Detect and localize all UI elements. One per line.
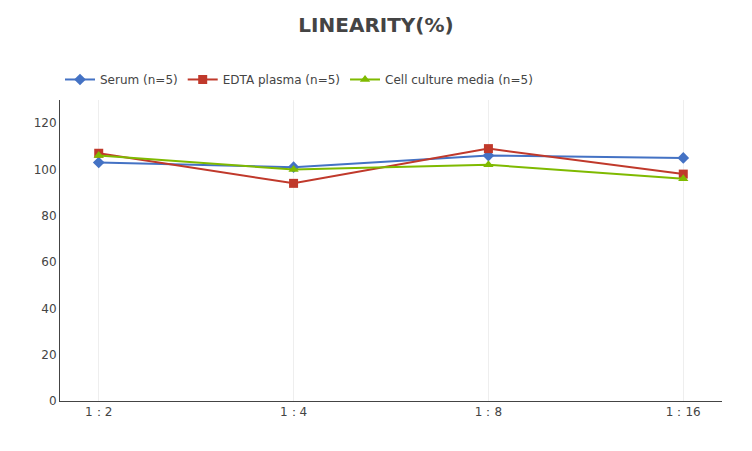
svg-text:LINEARITY(%): LINEARITY(%) (298, 13, 453, 37)
svg-text:80: 80 (41, 209, 56, 223)
svg-text:1：4: 1：4 (280, 405, 307, 419)
svg-text:1：8: 1：8 (475, 405, 502, 419)
svg-text:1：16: 1：16 (666, 405, 701, 419)
svg-text:0: 0 (49, 394, 57, 408)
svg-text:20: 20 (41, 348, 56, 362)
svg-text:Serum (n=5): Serum (n=5) (100, 73, 178, 87)
svg-text:100: 100 (34, 163, 57, 177)
svg-text:1：2: 1：2 (85, 405, 112, 419)
svg-text:Cell culture media (n=5): Cell culture media (n=5) (385, 73, 533, 87)
svg-text:EDTA plasma (n=5): EDTA plasma (n=5) (223, 73, 340, 87)
svg-text:60: 60 (41, 255, 56, 269)
svg-text:120: 120 (34, 116, 57, 130)
svg-text:40: 40 (41, 302, 56, 316)
